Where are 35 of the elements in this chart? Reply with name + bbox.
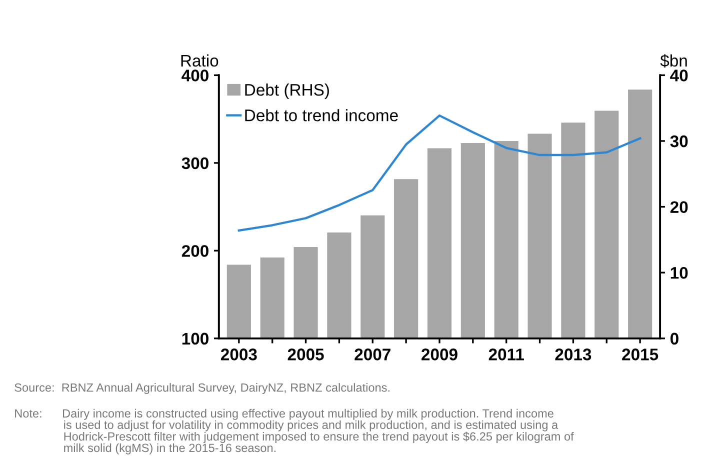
bar — [528, 134, 552, 338]
bar — [327, 232, 352, 338]
x-tick-label: 2013 — [555, 348, 592, 360]
y2-tick-label: 0 — [670, 332, 678, 345]
x-tick-label: 2009 — [422, 348, 458, 360]
bar — [494, 141, 518, 338]
bar — [628, 90, 652, 338]
text: Note: Dairy income is constructed using effective payout multiplied by milk production. Trend income is used to adjust for volatility in commodity prices and milk production, and is estimated using a Hodrick-Prescott filter with judgement imposed to ensure the trend payout is $6.25 per kilogram of milk solid (kgMS) in the 2015-16 season. — [15, 408, 574, 454]
bar — [594, 110, 619, 338]
y-tick-label: 300 — [182, 157, 208, 170]
bar — [561, 122, 586, 338]
x-tick-label: 2005 — [288, 348, 324, 360]
bar — [294, 246, 318, 338]
bar — [394, 179, 418, 338]
y-axis-title: Ratio — [181, 54, 218, 67]
x-tick-label: 2003 — [220, 348, 257, 360]
bar — [460, 142, 485, 338]
bar — [260, 257, 284, 338]
bar — [427, 148, 452, 338]
x-tick-label: 2007 — [354, 348, 390, 360]
legend-label: Debt to trend income — [245, 109, 398, 122]
y-tick-label: 400 — [182, 70, 208, 82]
y2-tick-label: 20 — [670, 201, 688, 214]
bar — [360, 215, 385, 338]
x-tick-label: 2011 — [488, 348, 524, 360]
legend-label: Debt (RHS) — [245, 84, 329, 100]
y2-tick-label: 40 — [670, 70, 688, 82]
source-note: Source: RBNZ Annual Agricultural Survey, DairyNZ, RBNZ calculations. — [14, 383, 390, 394]
y2-axis-title: $bn — [660, 54, 687, 68]
x-tick-label: 2015 — [622, 348, 658, 360]
y-tick-label: 100 — [182, 332, 208, 345]
y2-tick-label: 30 — [670, 135, 688, 148]
bar — [226, 264, 251, 338]
y2-tick-label: 10 — [670, 267, 688, 279]
y-tick-label: 200 — [182, 245, 208, 257]
